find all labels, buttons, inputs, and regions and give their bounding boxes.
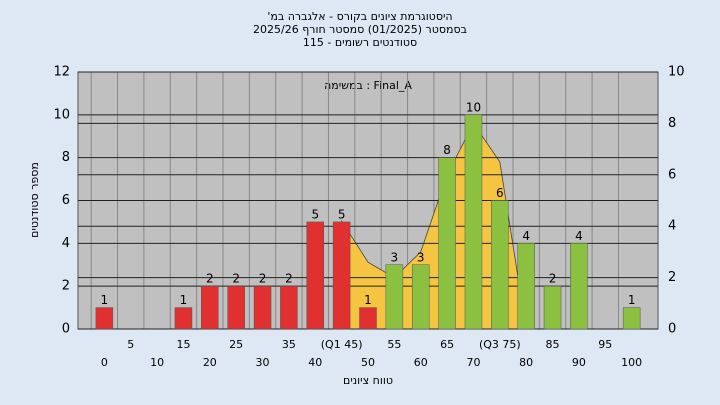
data-label: 2: [206, 272, 214, 286]
data-label: 1: [364, 293, 372, 307]
data-label: 1: [628, 293, 636, 307]
bar: [438, 157, 456, 330]
x-tick-label: 90: [572, 356, 586, 369]
data-label: 6: [496, 186, 504, 200]
title-line: בסמסטר (01/2025) סמסטר חורף 2025/26: [253, 23, 467, 36]
bar: [227, 285, 245, 330]
y-tick-label: 6: [62, 193, 70, 208]
y-tick-label: 8: [62, 150, 70, 165]
data-label: 3: [391, 250, 399, 264]
bar: [201, 285, 219, 330]
x-tick-label: 95: [598, 338, 612, 351]
y-tick-label: 12: [53, 65, 70, 80]
data-label: 2: [549, 272, 557, 286]
y2-tick-label: 0: [668, 322, 676, 337]
bar: [622, 307, 641, 330]
data-label: 2: [259, 272, 267, 286]
x-tick-label: 0: [101, 356, 108, 369]
bar: [280, 285, 298, 330]
x-tick-label: 85: [546, 338, 560, 351]
x-axis-label: טווח ציונים: [343, 374, 393, 387]
x-tick-label: 5: [127, 338, 134, 351]
x-tick-label: 15: [176, 338, 190, 351]
data-label: 4: [575, 229, 583, 243]
x-tick-label: 65: [440, 338, 454, 351]
x-tick-label: (Q1 45): [321, 338, 363, 351]
bar: [570, 243, 588, 330]
x-tick-label: 20: [203, 356, 217, 369]
data-label: 1: [180, 293, 188, 307]
x-tick-label: 80: [519, 356, 533, 369]
y2-tick-label: 10: [668, 65, 685, 80]
bar: [464, 114, 483, 330]
y-tick-label: 4: [62, 236, 70, 251]
data-label: 10: [466, 100, 481, 114]
data-label: 5: [311, 207, 319, 221]
bar: [543, 285, 562, 330]
y-axis-label: מספר סטודנטים: [28, 162, 41, 238]
x-tick-label: (Q3 75): [479, 338, 521, 351]
data-label: 3: [417, 250, 425, 264]
data-label: 4: [522, 229, 530, 243]
data-label: 2: [232, 272, 240, 286]
title-line: היסטוגרמת ציונים בקורס - אלגברה במ': [267, 10, 452, 23]
annotation: במשימה : Final_A: [324, 79, 412, 92]
data-label: 2: [285, 272, 293, 286]
title-line: סטודנטים רשומים - 115: [303, 36, 417, 49]
y2-tick-label: 4: [668, 219, 676, 234]
x-tick-label: 100: [621, 356, 642, 369]
x-tick-label: 70: [466, 356, 480, 369]
data-label: 1: [101, 293, 109, 307]
bar: [359, 307, 377, 330]
y-tick-label: 0: [62, 322, 70, 337]
bar: [306, 221, 325, 330]
bar: [385, 264, 404, 330]
y2-tick-label: 2: [668, 270, 676, 285]
bar: [332, 221, 351, 330]
y-tick-label: 2: [62, 279, 70, 294]
x-tick-label: 60: [414, 356, 428, 369]
x-tick-label: 55: [387, 338, 401, 351]
bar: [491, 200, 509, 330]
x-tick-label: 35: [282, 338, 296, 351]
bar: [411, 264, 430, 330]
bar: [174, 307, 193, 330]
y-tick-label: 10: [53, 107, 70, 122]
data-label: 5: [338, 207, 346, 221]
bar: [95, 307, 114, 330]
bar: [517, 243, 535, 330]
x-tick-label: 50: [361, 356, 375, 369]
x-tick-label: 40: [308, 356, 322, 369]
y2-tick-label: 8: [668, 116, 676, 131]
y2-tick-label: 6: [668, 167, 676, 182]
x-tick-label: 10: [150, 356, 164, 369]
data-label: 8: [443, 143, 451, 157]
x-tick-label: 25: [229, 338, 243, 351]
bar: [253, 285, 272, 330]
x-tick-label: 30: [256, 356, 270, 369]
